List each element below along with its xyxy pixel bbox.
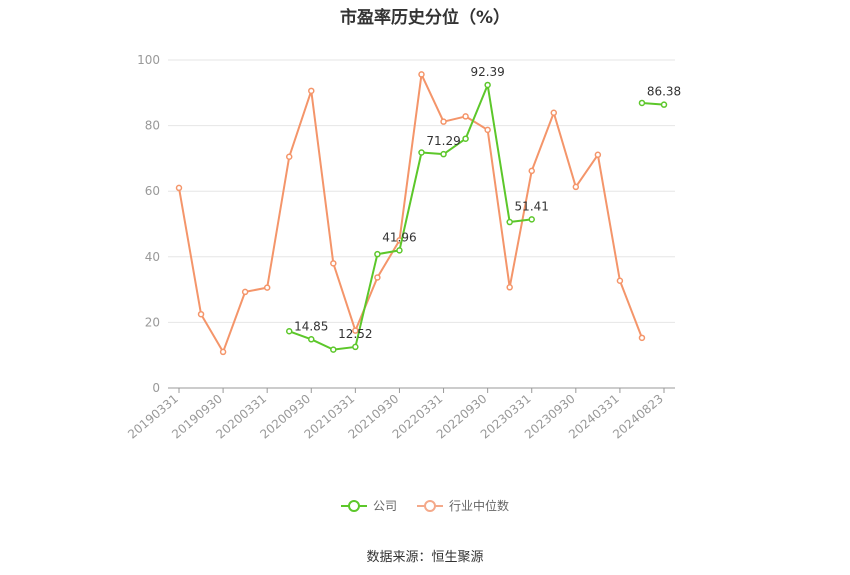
source-note: 数据来源：恒生聚源: [366, 550, 484, 565]
data-label: 41.96: [382, 230, 416, 244]
data-point[interactable]: [572, 183, 580, 191]
y-tick-label: 60: [145, 184, 160, 198]
data-point[interactable]: [660, 101, 668, 108]
data-point[interactable]: [330, 260, 337, 267]
legend-marker-company: [340, 499, 367, 512]
data-point[interactable]: [550, 109, 558, 117]
data-point[interactable]: [440, 150, 447, 158]
y-tick-label: 80: [145, 119, 160, 133]
series-company: [285, 81, 668, 353]
data-point[interactable]: [197, 310, 205, 318]
data-point[interactable]: [396, 247, 403, 254]
data-point[interactable]: [308, 336, 315, 343]
legend-item-industry-median[interactable]: 行业中位数: [417, 497, 509, 514]
data-point[interactable]: [352, 327, 359, 334]
y-tick-label: 100: [137, 53, 160, 67]
data-point[interactable]: [374, 274, 381, 281]
data-point[interactable]: [374, 250, 381, 258]
legend-label-industry-median: 行业中位数: [449, 499, 510, 513]
y-tick-label: 20: [145, 315, 160, 329]
data-point[interactable]: [330, 346, 337, 353]
data-point[interactable]: [484, 81, 491, 89]
data-point[interactable]: [352, 343, 359, 351]
data-point[interactable]: [418, 149, 425, 156]
y-tick-label: 0: [152, 381, 160, 395]
data-point[interactable]: [440, 118, 447, 125]
data-point[interactable]: [462, 135, 469, 142]
data-point[interactable]: [418, 71, 425, 78]
data-labels: 14.85 12.52 41.96 71.29 92.39 51.41 86.38: [294, 65, 681, 341]
data-point[interactable]: [219, 348, 227, 356]
data-label: 12.52: [338, 327, 372, 341]
data-label: 14.85: [294, 319, 328, 333]
data-point[interactable]: [638, 99, 646, 107]
legend-item-company[interactable]: 公司: [340, 497, 397, 514]
data-point[interactable]: [484, 126, 491, 134]
data-label: 92.39: [470, 65, 504, 79]
data-point[interactable]: [285, 153, 293, 161]
chart-title: 市盈率历史分位（%）: [339, 8, 511, 28]
data-point[interactable]: [263, 284, 271, 291]
legend-marker-industry-median: [417, 499, 443, 512]
data-label: 71.29: [426, 134, 460, 148]
series-industry-median: [175, 71, 646, 356]
data-point[interactable]: [506, 218, 513, 226]
data-point[interactable]: [528, 216, 535, 223]
data-point[interactable]: [175, 184, 183, 192]
series-line: [641, 101, 665, 106]
data-point[interactable]: [616, 277, 624, 284]
data-label: 51.41: [515, 199, 549, 213]
data-point[interactable]: [285, 328, 293, 335]
legend-label-company: 公司: [372, 499, 397, 513]
data-point[interactable]: [528, 167, 535, 175]
series-line: [178, 73, 643, 353]
data-point[interactable]: [241, 288, 249, 296]
series-line: [288, 83, 532, 351]
data-point[interactable]: [506, 284, 513, 291]
data-point[interactable]: [462, 113, 469, 120]
legend: 公司 行业中位数: [0, 497, 850, 514]
y-tick-label: 40: [145, 250, 160, 264]
data-point[interactable]: [638, 334, 646, 342]
grid-lines: [168, 59, 675, 323]
series-group: [175, 71, 668, 356]
data-label: 86.38: [647, 85, 681, 99]
data-point[interactable]: [308, 87, 315, 95]
data-point[interactable]: [594, 151, 602, 159]
